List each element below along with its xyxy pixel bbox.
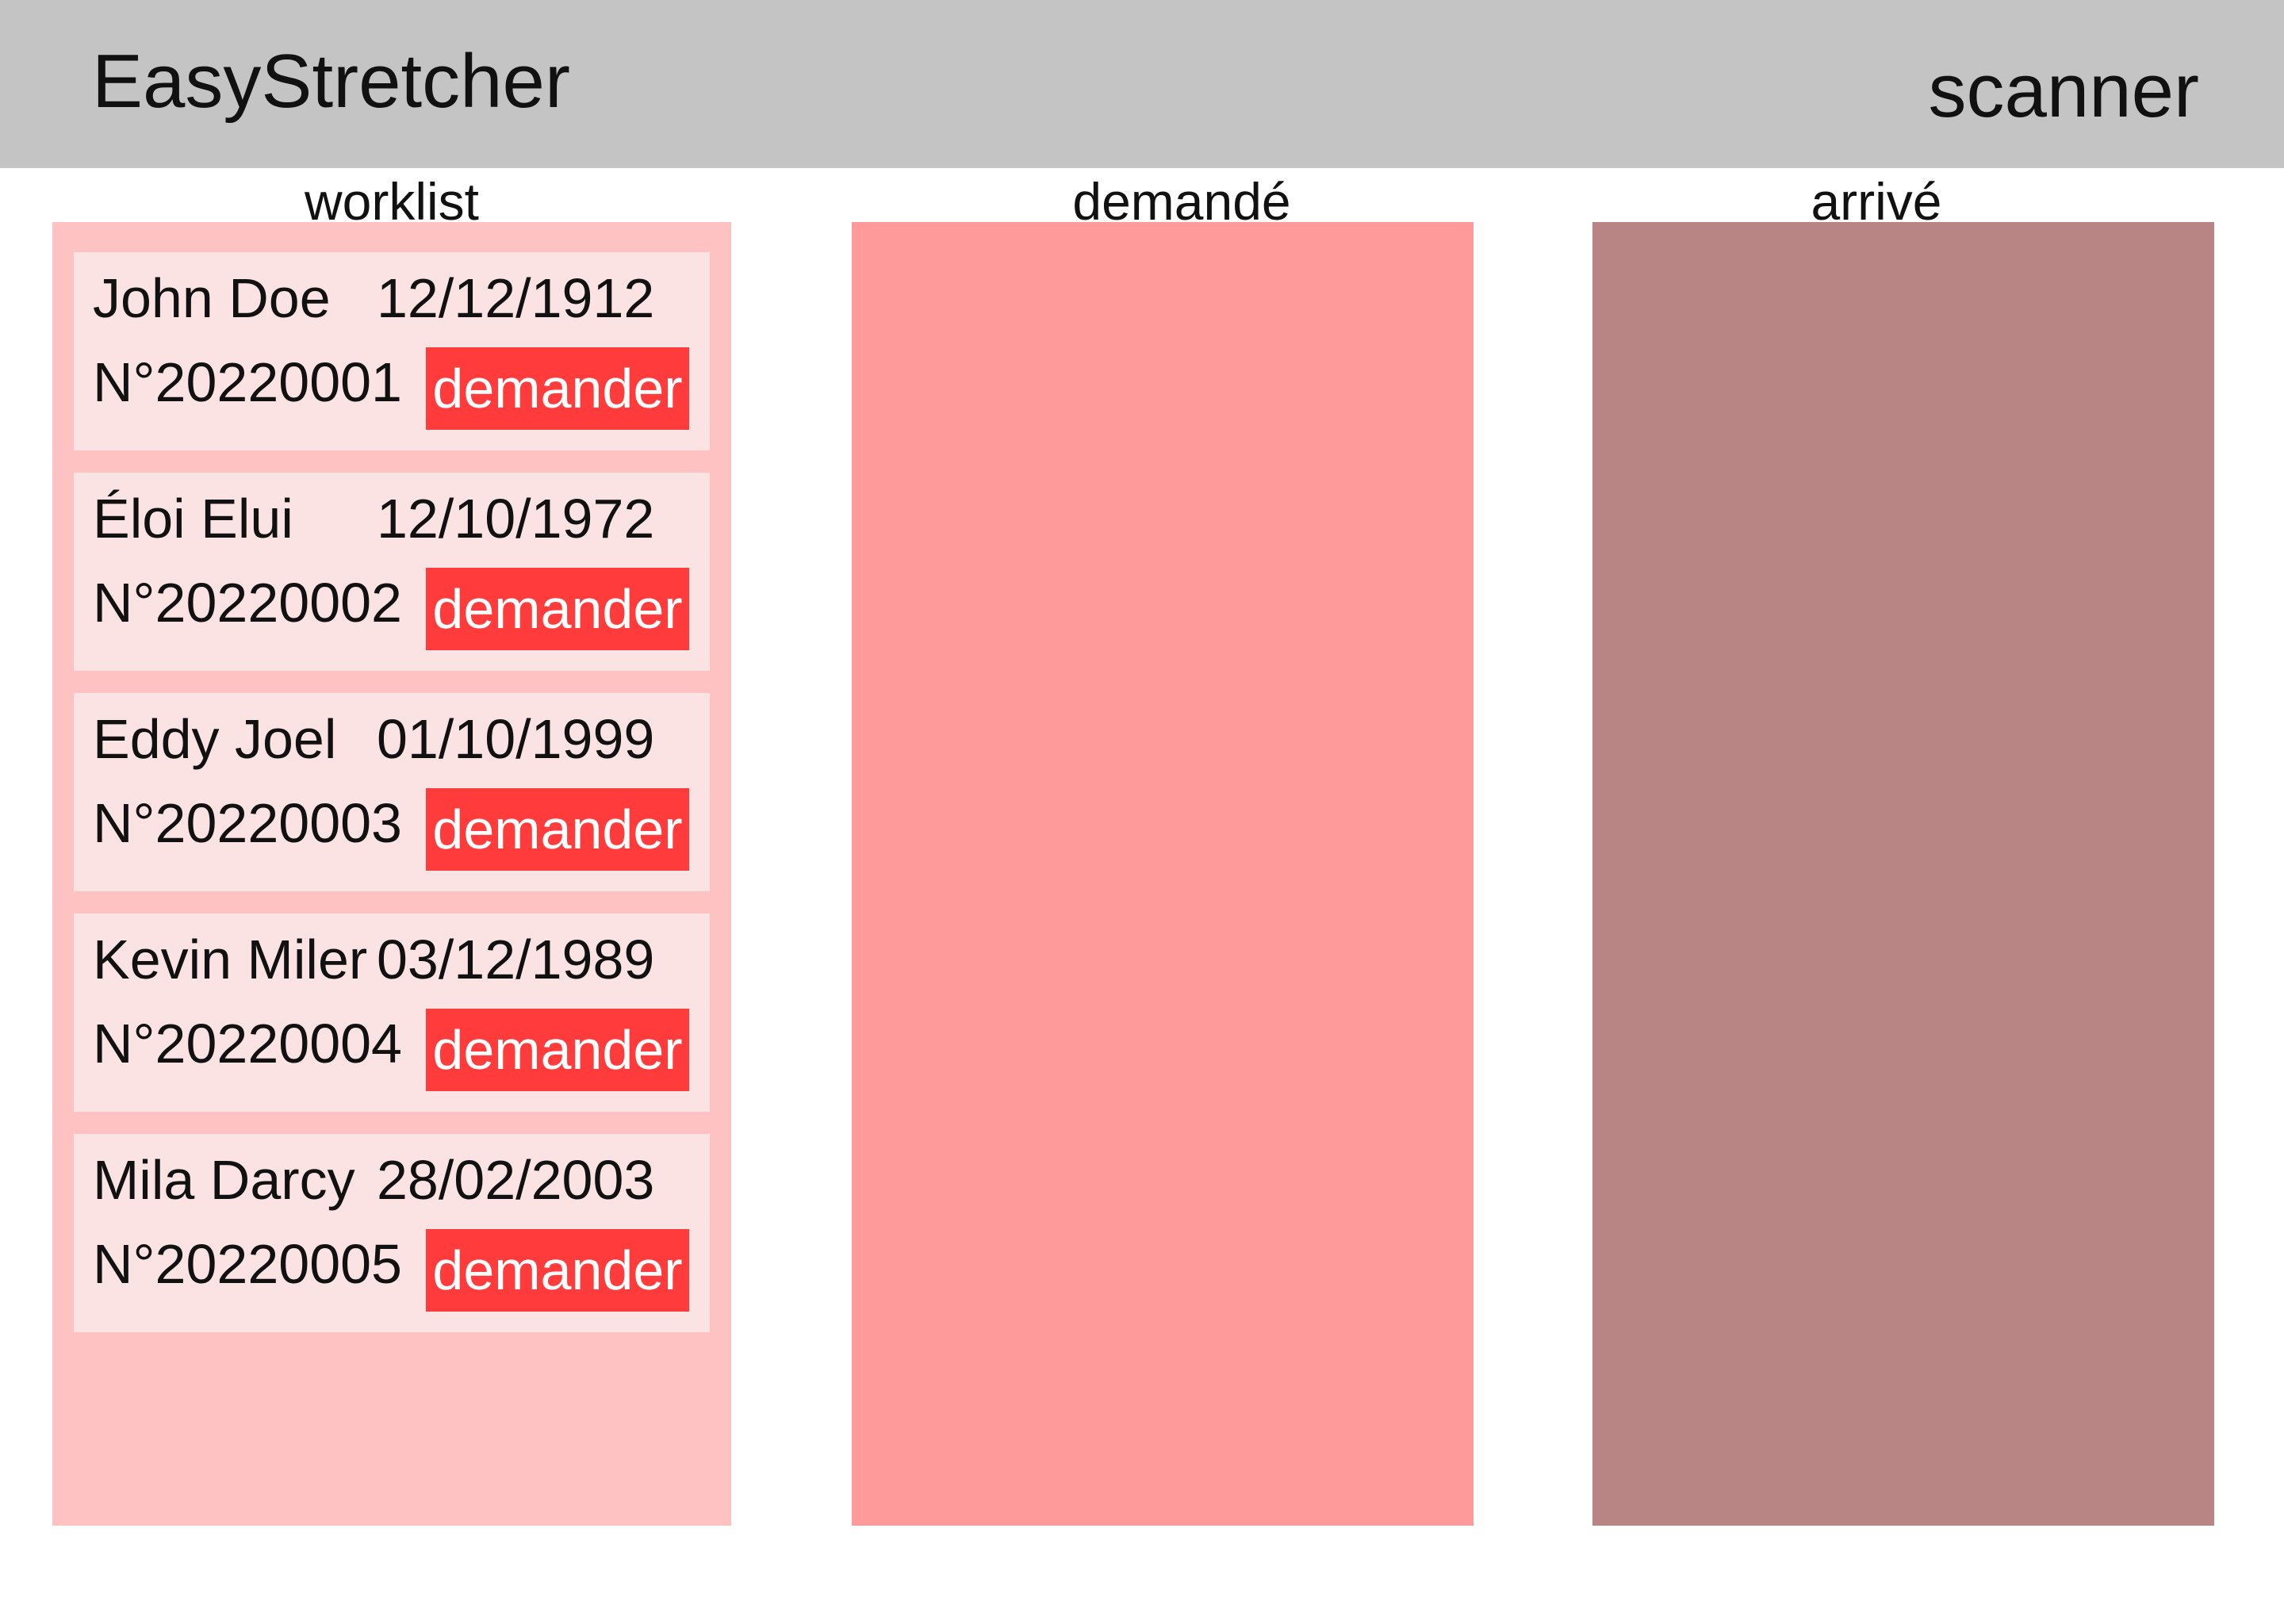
request-button[interactable]: demander	[426, 788, 689, 871]
request-button[interactable]: demander	[426, 1229, 689, 1312]
patient-number: N°20220002	[93, 572, 402, 634]
patient-birth-date: 12/10/1972	[377, 488, 655, 550]
request-button[interactable]: demander	[426, 347, 689, 430]
demande-column[interactable]	[852, 222, 1473, 1526]
worklist-column-title: worklist	[304, 172, 480, 231]
request-button[interactable]: demander	[426, 568, 689, 650]
patient-birth-date: 01/10/1999	[377, 708, 655, 770]
patient-card[interactable]: Eddy Joel 01/10/1999 N°20220003 demander	[74, 693, 710, 891]
patient-name: Kevin Miler	[93, 929, 368, 990]
arrive-column-title: arrivé	[1811, 172, 1942, 231]
patient-card[interactable]: John Doe 12/12/1912 N°20220001 demander	[74, 252, 710, 450]
role-label: scanner	[1928, 48, 2199, 133]
patient-birth-date: 12/12/1912	[377, 267, 655, 329]
patient-birth-date: 03/12/1989	[377, 929, 655, 990]
app-title: EasyStretcher	[92, 39, 570, 124]
patient-card[interactable]: Éloi Elui 12/10/1972 N°20220002 demander	[74, 473, 710, 671]
arrive-column[interactable]	[1592, 222, 2214, 1526]
patient-number: N°20220001	[93, 351, 402, 413]
patient-birth-date: 28/02/2003	[377, 1149, 655, 1211]
patient-card[interactable]: Kevin Miler 03/12/1989 N°20220004 demand…	[74, 914, 710, 1112]
patient-number: N°20220003	[93, 792, 402, 854]
patient-name: John Doe	[93, 267, 331, 329]
patient-name: Mila Darcy	[93, 1149, 355, 1211]
app-header: EasyStretcher scanner	[0, 0, 2284, 168]
request-button[interactable]: demander	[426, 1009, 689, 1091]
patient-number: N°20220005	[93, 1233, 402, 1295]
patient-card[interactable]: Mila Darcy 28/02/2003 N°20220005 demande…	[74, 1134, 710, 1332]
patient-name: Eddy Joel	[93, 708, 337, 770]
worklist-column[interactable]: John Doe 12/12/1912 N°20220001 demander …	[52, 222, 731, 1526]
patient-number: N°20220004	[93, 1013, 402, 1074]
patient-name: Éloi Elui	[93, 488, 293, 550]
demande-column-title: demandé	[1072, 172, 1291, 231]
